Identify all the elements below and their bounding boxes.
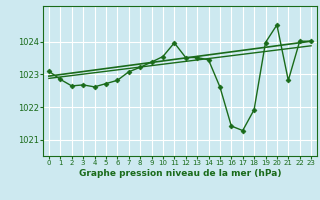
X-axis label: Graphe pression niveau de la mer (hPa): Graphe pression niveau de la mer (hPa) [79, 169, 281, 178]
